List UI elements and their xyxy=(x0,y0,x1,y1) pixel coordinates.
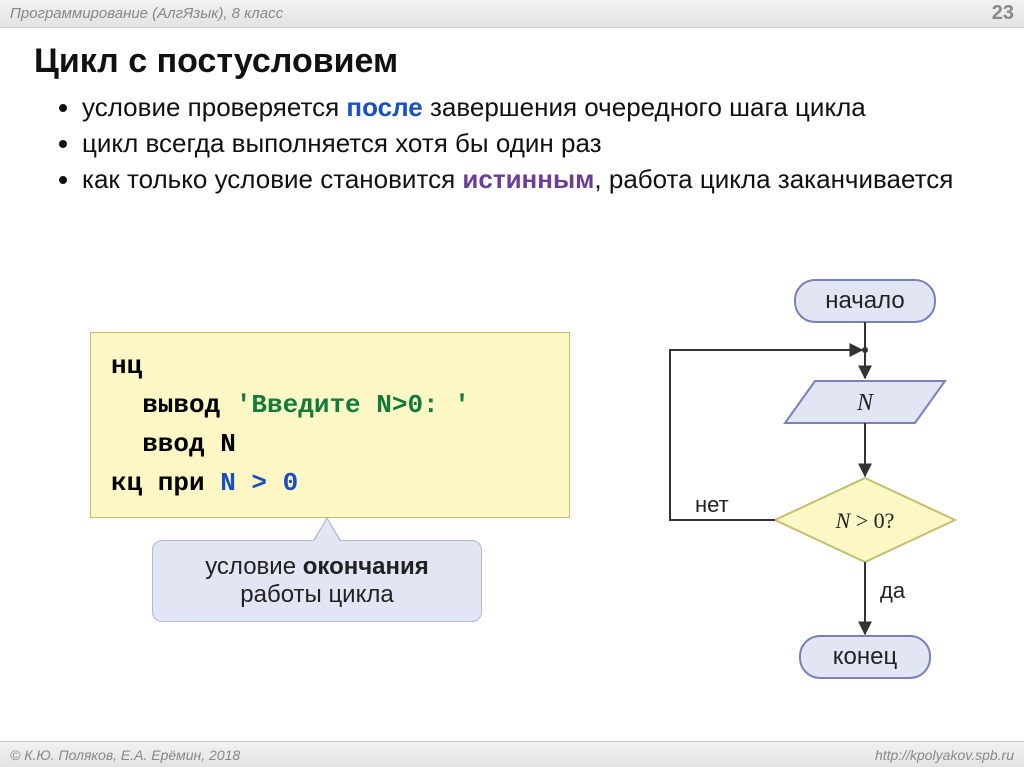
bullet-2: цикл всегда выполняется хотя бы один раз xyxy=(82,127,994,161)
callout-box: условие окончания работы цикла xyxy=(152,540,482,622)
footer-bar: © К.Ю. Поляков, Е.А. Ерёмин, 2018 http:/… xyxy=(0,741,1024,767)
copyright: © К.Ю. Поляков, Е.А. Ерёмин, 2018 xyxy=(10,747,240,763)
bullet-list: условие проверяется после завершения оче… xyxy=(82,91,994,196)
header-bar: Программирование (АлгЯзык), 8 класс 23 xyxy=(0,0,1024,28)
bullet-1: условие проверяется после завершения оче… xyxy=(82,91,994,125)
slide-title: Цикл с постусловием xyxy=(34,42,1024,81)
page-number: 23 xyxy=(992,2,1014,25)
flow-no-label: нет xyxy=(695,492,729,517)
flowchart: начало N N > 0? нет да конец xyxy=(640,278,1010,718)
footer-url: http://kpolyakov.spb.ru xyxy=(875,747,1014,763)
flow-input: N xyxy=(856,390,875,416)
bullet-3: как только условие становится истинным, … xyxy=(82,163,994,197)
flow-start: начало xyxy=(825,287,905,314)
code-block: нц вывод 'Введите N>0: ' ввод N кц при N… xyxy=(90,332,570,518)
emphasis-after: после xyxy=(346,92,422,122)
svg-text:N > 0?: N > 0? xyxy=(835,508,895,533)
flow-end: конец xyxy=(833,643,898,670)
breadcrumb: Программирование (АлгЯзык), 8 класс xyxy=(10,5,283,22)
emphasis-true: истинным xyxy=(462,164,594,194)
flow-yes-label: да xyxy=(880,578,906,603)
